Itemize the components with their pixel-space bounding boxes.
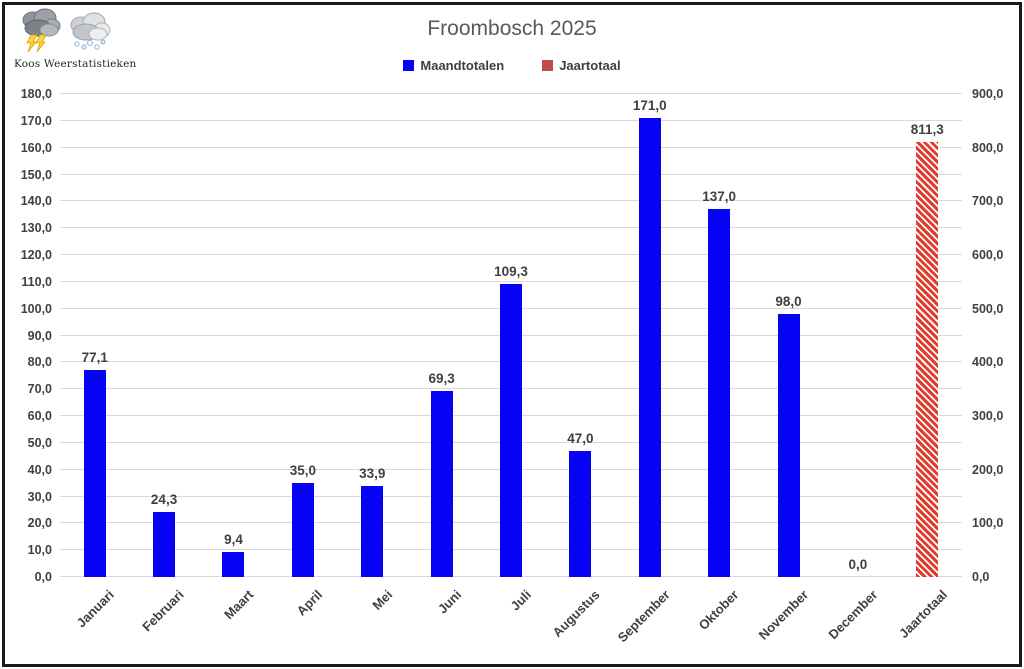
- jaartotaal-swatch-icon: [542, 60, 554, 71]
- x-axis-label-januari: Januari: [73, 587, 118, 631]
- left-axis-tick: 10,0: [27, 543, 52, 558]
- gridline: [60, 119, 962, 121]
- category-axis: Januari Februari Maart April Mei Juni Juli Augu…: [60, 583, 962, 663]
- data-label-juni: 69,3: [428, 371, 455, 387]
- right-value-axis: 0,0 100,0 200,0 300,0 400,0 500,0 600,0 700,0 80…: [972, 87, 1022, 584]
- bar-januari: [83, 370, 106, 577]
- bar-juni: [430, 391, 453, 577]
- x-axis-label-juni: Juni: [434, 587, 465, 617]
- left-axis-tick: 70,0: [27, 382, 52, 397]
- x-axis-label-april: April: [293, 587, 326, 619]
- gridline: [60, 173, 962, 175]
- bar-jaartotaal: [916, 141, 939, 577]
- data-label-november: 98,0: [775, 294, 802, 310]
- gridline: [60, 93, 962, 94]
- bar-februari: [153, 511, 176, 577]
- left-axis-tick: 20,0: [27, 516, 52, 531]
- left-axis-tick: 150,0: [20, 167, 52, 182]
- left-value-axis: 0,0 10,0 20,0 30,0 40,0 50,0 60,0 70,0 80,0 90,0 1…: [0, 87, 52, 584]
- left-axis-tick: 80,0: [27, 355, 52, 370]
- thunderstorm-cloud-icon: [22, 8, 61, 52]
- left-axis-tick: 100,0: [20, 301, 52, 316]
- gridline: [60, 254, 962, 255]
- x-axis-label-maart: Maart: [220, 587, 257, 623]
- data-label-maart: 9,4: [224, 531, 243, 547]
- logo-caption: Koos Weerstatistieken: [14, 58, 137, 70]
- data-label-december: 0,0: [848, 557, 868, 572]
- left-axis-tick: 60,0: [27, 409, 52, 423]
- bar-april: [291, 483, 314, 577]
- x-axis-label-november: November: [755, 587, 812, 643]
- left-axis-tick: 180,0: [20, 87, 52, 101]
- x-axis-label-mei: Mei: [368, 587, 395, 613]
- bar-november: [777, 314, 800, 577]
- data-label-april: 35,0: [289, 463, 316, 479]
- left-axis-tick: 120,0: [20, 248, 52, 262]
- data-label-juli: 109,3: [494, 263, 528, 279]
- x-axis-label-februari: Februari: [139, 587, 187, 635]
- left-axis-tick: 0,0: [34, 570, 52, 584]
- x-axis-label-augustus: Augustus: [549, 587, 603, 640]
- snow-cloud-icon: [70, 12, 111, 50]
- left-axis-tick: 140,0: [20, 194, 52, 209]
- left-axis-tick: 40,0: [27, 462, 52, 477]
- bar-oktober: [708, 209, 731, 577]
- x-axis-label-december: December: [825, 587, 881, 643]
- legend-label-jaartotaal: Jaartotaal: [559, 58, 621, 73]
- data-label-augustus: 47,0: [567, 430, 594, 446]
- legend-label-maandtotalen: Maandtotalen: [420, 58, 505, 73]
- gridline: [60, 200, 962, 202]
- right-axis-tick: 500,0: [972, 301, 1004, 316]
- logo-icons: [18, 6, 184, 52]
- gridline: [60, 227, 962, 229]
- right-axis-tick: 400,0: [972, 355, 1004, 370]
- right-axis-tick: 600,0: [972, 248, 1004, 262]
- x-axis-label-september: September: [614, 587, 673, 646]
- left-axis-tick: 90,0: [27, 328, 52, 343]
- left-axis-tick: 110,0: [21, 274, 52, 289]
- bar-juli: [500, 283, 522, 577]
- logo: Koos Weerstatistieken: [14, 6, 184, 70]
- right-axis-tick: 900,0: [972, 87, 1004, 101]
- left-axis-tick: 30,0: [27, 489, 52, 504]
- gridline: [60, 146, 962, 148]
- x-axis-label-oktober: Oktober: [695, 587, 742, 633]
- left-axis-tick: 160,0: [20, 140, 52, 155]
- maandtotalen-swatch-icon: [403, 60, 415, 71]
- right-axis-tick: 700,0: [972, 194, 1004, 209]
- right-axis-tick: 0,0: [972, 570, 990, 584]
- bar-augustus: [569, 450, 592, 577]
- bar-mei: [361, 486, 384, 577]
- data-label-oktober: 137,0: [702, 189, 737, 205]
- x-axis-label-juli: Juli: [507, 587, 534, 614]
- left-axis-tick: 170,0: [20, 113, 52, 128]
- right-axis-tick: 800,0: [972, 140, 1004, 155]
- plot-area: 77,1 24,3 9,4 35,0 33,9 69,3 109,3 47,0 171,0 137…: [60, 93, 962, 577]
- chart-title: Froombosch 2025: [427, 17, 597, 40]
- data-label-januari: 77,1: [81, 350, 108, 366]
- x-axis-label-jaartotaal: Jaartotaal: [895, 587, 950, 642]
- legend-item-jaartotaal: Jaartotaal: [542, 58, 621, 73]
- data-label-februari: 24,3: [150, 491, 178, 507]
- right-axis-tick: 200,0: [972, 462, 1004, 477]
- data-label-mei: 33,9: [359, 466, 386, 482]
- right-axis-tick: 300,0: [972, 409, 1004, 423]
- chart-legend: Maandtotalen Jaartotaal: [0, 58, 1024, 73]
- data-label-jaartotaal: 811,3: [910, 121, 944, 137]
- bar-september: [638, 118, 661, 577]
- bar-maart: [222, 551, 245, 577]
- gridline: [60, 280, 962, 282]
- data-label-september: 171,0: [632, 98, 667, 114]
- legend-item-maandtotalen: Maandtotalen: [403, 58, 504, 73]
- left-axis-tick: 130,0: [20, 221, 52, 236]
- right-axis-tick: 100,0: [972, 516, 1004, 531]
- left-axis-tick: 50,0: [27, 435, 52, 450]
